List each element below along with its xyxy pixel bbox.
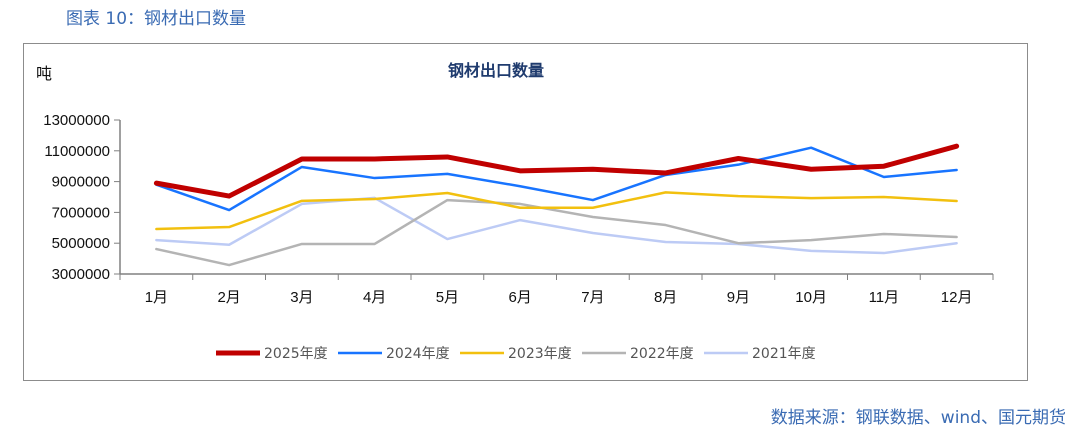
x-tick-label: 6月: [508, 289, 531, 306]
chart-frame: [23, 43, 1028, 381]
legend-label: 2021年度: [752, 346, 816, 362]
series-line-2021年度: [155, 196, 958, 255]
x-tick-label: 11月: [869, 289, 900, 306]
y-tick-label: 11000000: [44, 143, 110, 160]
y-tick-label: 7000000: [52, 204, 110, 221]
series-line-2023年度: [155, 191, 958, 231]
data-source: 数据来源：钢联数据、wind、国元期货: [770, 408, 1066, 428]
series-line-2025年度: [153, 143, 960, 199]
legend-label: 2024年度: [386, 346, 450, 362]
x-tick-label: 1月: [145, 289, 168, 306]
x-tick-label: 3月: [290, 289, 313, 306]
x-tick-label: 8月: [654, 289, 677, 306]
chart-title: 钢材出口数量: [448, 61, 544, 80]
legend-label: 2022年度: [630, 346, 694, 362]
x-tick-label: 5月: [436, 289, 459, 306]
y-tick-label: 9000000: [52, 174, 110, 191]
x-tick-label: 4月: [363, 289, 386, 306]
x-tick-label: 10月: [795, 289, 827, 306]
y-tick-label: 5000000: [52, 235, 110, 252]
figure-title: 图表 10：钢材出口数量: [66, 9, 247, 29]
x-tick-label: 7月: [581, 289, 604, 306]
y-tick-label: 3000000: [52, 266, 110, 283]
series-line-2022年度: [155, 198, 958, 267]
y-tick-label: 13000000: [43, 112, 110, 129]
series-line-2024年度: [155, 146, 958, 212]
y-axis-unit: 吨: [36, 64, 52, 83]
x-tick-label: 9月: [727, 289, 750, 306]
x-tick-label: 2月: [217, 289, 240, 306]
legend-label: 2025年度: [264, 346, 328, 362]
legend-label: 2023年度: [508, 346, 572, 362]
x-tick-label: 12月: [941, 289, 973, 306]
